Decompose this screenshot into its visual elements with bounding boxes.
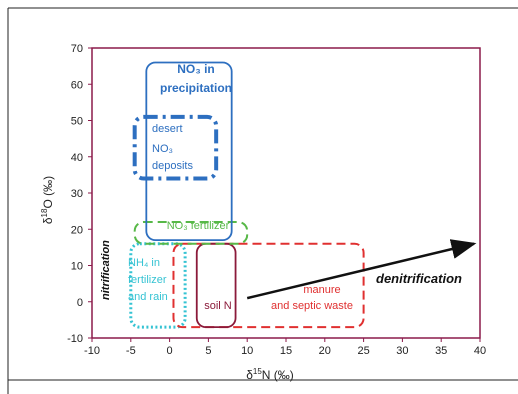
y-tick-label: 50	[71, 116, 83, 128]
region-label-soiln: soil N	[204, 300, 232, 312]
y-axis-ticks: -10 0 10 20 30 40 50 60 70	[67, 43, 92, 345]
x-tick-label: 30	[396, 345, 408, 357]
x-tick-label: 25	[357, 345, 369, 357]
denitrification-label: denitrification	[376, 271, 462, 286]
region-label-precip: NO₃ in	[177, 62, 215, 76]
y-tick-label: -10	[67, 333, 83, 345]
region-label-nh4: NH₄ in	[128, 257, 160, 269]
region-box-manure	[172, 242, 365, 329]
y-tick-label: 10	[71, 261, 83, 273]
region-label-desert: deposits	[152, 160, 193, 172]
source-regions: NH₄ in fertilizer and rain manure and septic…	[128, 61, 365, 329]
x-tick-label: 5	[205, 345, 211, 357]
region-box-nh4	[129, 242, 187, 329]
y-tick-label: 30	[71, 188, 83, 200]
nitrification-label: nitrification	[100, 240, 112, 300]
x-tick-label: -5	[126, 345, 136, 357]
region-label-precip: precipitation	[160, 81, 232, 95]
region-label-nh4: fertilizer	[128, 274, 167, 286]
region-box-precip	[145, 61, 233, 242]
region-label-manure: manure	[303, 284, 340, 296]
x-tick-label: 10	[241, 345, 253, 357]
region-label-nh4: and rain	[128, 291, 168, 303]
x-tick-label: 20	[319, 345, 331, 357]
region-label-desert: NO₃	[152, 143, 173, 155]
x-axis-ticks: -10 -5 0 5 10 15 20 25 30 35 40	[84, 338, 486, 357]
x-tick-label: 15	[280, 345, 292, 357]
x-tick-label: 35	[435, 345, 447, 357]
y-tick-label: 70	[71, 43, 83, 55]
y-axis-label: δ18O (‰)	[40, 176, 55, 224]
region-label-desert: desert	[152, 123, 183, 135]
y-tick-label: 0	[77, 297, 83, 309]
x-tick-label: 40	[474, 345, 486, 357]
region-box-desert	[132, 114, 219, 181]
x-tick-label: 0	[167, 345, 173, 357]
x-tick-label: -10	[84, 345, 100, 357]
region-box-no3fert	[133, 221, 249, 245]
region-label-no3fert: NO₃ fertilizer	[167, 220, 230, 232]
denitrification-arrow	[246, 239, 477, 300]
y-tick-label: 20	[71, 224, 83, 236]
region-label-manure: and septic waste	[271, 300, 353, 312]
x-axis-label: δ15N (‰)	[246, 367, 294, 382]
y-tick-label: 60	[71, 79, 83, 91]
y-tick-label: 40	[71, 152, 83, 164]
